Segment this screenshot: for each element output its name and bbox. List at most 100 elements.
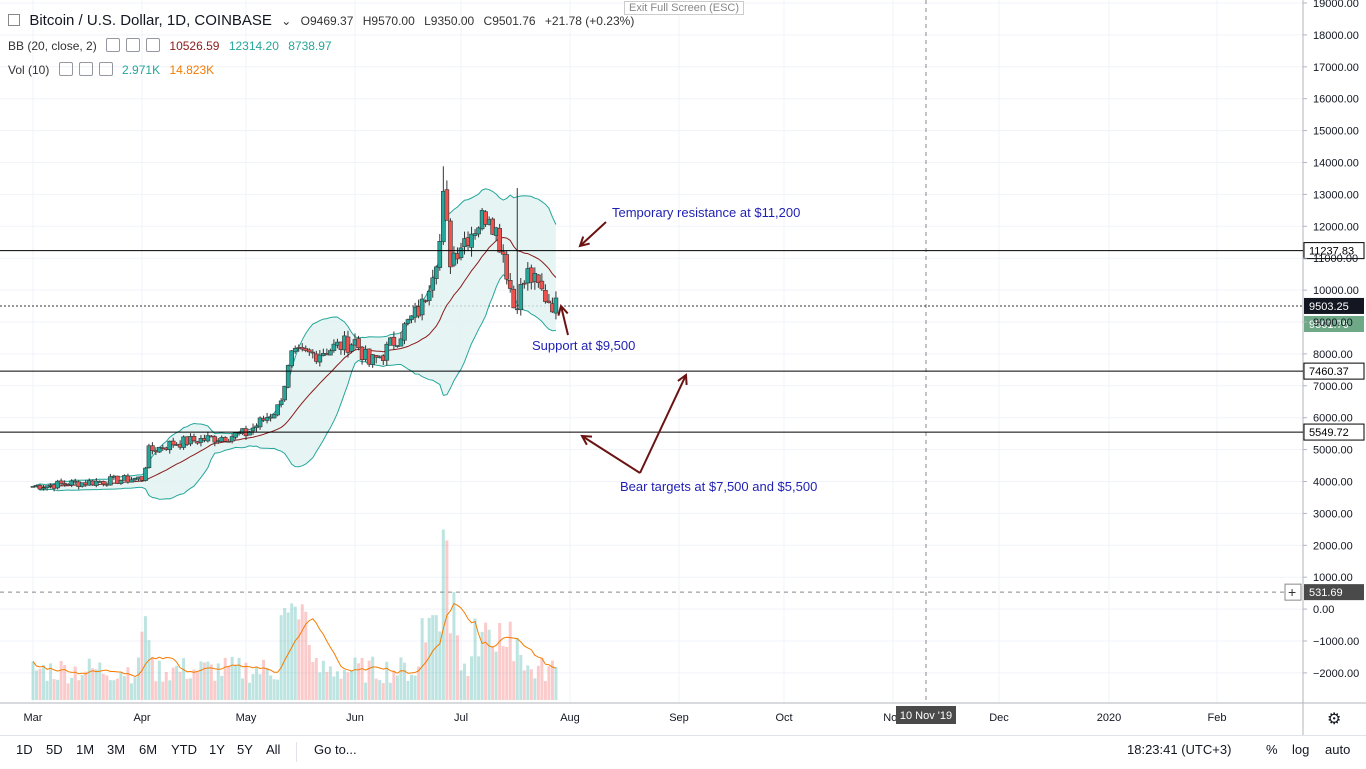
volume-bar (297, 619, 301, 700)
candle-body (405, 319, 411, 324)
candle (500, 244, 506, 263)
volume-bar (171, 667, 175, 700)
settings-icon[interactable] (78, 62, 93, 76)
annotation-support: Support at $9,500 (532, 338, 635, 353)
candle-body (433, 266, 439, 279)
range-1d[interactable]: 1D (16, 742, 33, 757)
candle-body (317, 354, 323, 363)
candle-body (511, 288, 517, 309)
exit-fullscreen-button[interactable]: Exit Full Screen (ESC) (624, 1, 745, 15)
volume-bar (192, 669, 196, 700)
price-badge-text: 531.69 (1309, 587, 1343, 599)
volume-bar (406, 680, 410, 700)
candle (426, 285, 432, 306)
ohlc-close: C9501.76 (483, 14, 536, 28)
candle-body (285, 365, 291, 388)
range-1y[interactable]: 1Y (209, 742, 225, 757)
candle-body (150, 445, 155, 451)
volume-bar (378, 680, 382, 700)
volume-bar (129, 683, 133, 700)
close-icon[interactable] (146, 38, 161, 52)
hline-label-box (1303, 362, 1365, 380)
price-chart[interactable]: 11237.83 7460.37 5549.72 9503.25 9501.76 531.… (0, 0, 1366, 735)
y-tick-label: −2000.00 (1313, 668, 1359, 680)
volume-bar (220, 675, 224, 700)
time-axis: Mar Apr May Jun Jul Aug Sep Oct Nov Dec 2020 Feb10 … (24, 706, 1341, 728)
volume-bar (49, 663, 53, 700)
candle (170, 437, 176, 448)
y-tick-label: 11000.00 (1313, 253, 1358, 265)
candle (250, 423, 256, 435)
range-6m[interactable]: 6M (139, 742, 158, 757)
volume-bar (87, 658, 91, 700)
volume-bar (480, 631, 484, 700)
volume-bar (512, 661, 516, 700)
log-toggle[interactable]: log (1292, 742, 1310, 757)
candle-body (115, 475, 120, 484)
candle (497, 223, 502, 253)
candle-body (448, 220, 453, 268)
arrow-support (557, 303, 569, 336)
hline-price-label: 5549.72 (1303, 423, 1365, 441)
volume-bar (175, 665, 179, 700)
eye-icon[interactable] (106, 38, 121, 52)
candle (476, 226, 481, 238)
volume-bar (178, 671, 182, 700)
y-tick-label: 8000.00 (1313, 349, 1353, 361)
price-badge-text: 9503.25 (1309, 301, 1349, 313)
volume-ma-line (32, 602, 557, 678)
close-icon[interactable] (98, 62, 113, 76)
y-tick-label: 5000.00 (1313, 445, 1353, 457)
chevron-down-icon[interactable]: ⌄ (281, 14, 292, 28)
candle (409, 315, 414, 324)
candle-body (543, 289, 548, 302)
range-1m[interactable]: 1M (76, 742, 95, 757)
y-tick-label: 16000.00 (1313, 94, 1359, 106)
candle (115, 475, 120, 485)
candle (150, 442, 155, 455)
volume-bar (473, 618, 477, 700)
auto-toggle[interactable]: auto (1325, 742, 1351, 757)
candle (331, 339, 337, 353)
collapse-icon[interactable] (8, 14, 20, 26)
vol-legend: Vol (10) 2.971K 14.823K (8, 62, 220, 77)
range-ytd[interactable]: YTD (171, 742, 197, 757)
candle (303, 345, 309, 353)
percent-toggle[interactable]: % (1266, 742, 1278, 757)
range-all[interactable]: All (266, 742, 281, 757)
volume-bar (459, 670, 463, 700)
volume-bar (371, 656, 375, 700)
candle-body (306, 349, 312, 353)
arrow-head (580, 434, 593, 446)
volume-bar (321, 660, 325, 700)
price-badge: 9501.76 (1304, 315, 1364, 332)
arrow-shaft (560, 305, 569, 336)
goto-button[interactable]: Go to... (314, 742, 357, 757)
candle-body (129, 479, 134, 483)
vol-label[interactable]: Vol (10) (8, 63, 50, 77)
candle-body (437, 240, 443, 268)
range-5y[interactable]: 5Y (237, 742, 253, 757)
candle-body (289, 350, 295, 367)
gear-icon[interactable]: ⚙ (1327, 711, 1341, 728)
range-5d[interactable]: 5D (46, 742, 63, 757)
eye-icon[interactable] (58, 62, 73, 76)
bb-legend: BB (20, close, 2) 10526.59 12314.20 8738… (8, 38, 338, 53)
volume-bar (463, 663, 467, 700)
candle-body (157, 446, 162, 453)
price-badge-box (1304, 315, 1364, 332)
volume-bar (182, 658, 186, 700)
price-axis: 19000.00 18000.00 17000.00 16000.00 15000.00… (1303, 0, 1359, 680)
range-3m[interactable]: 3M (107, 742, 126, 757)
candle (257, 416, 263, 430)
settings-icon[interactable] (126, 38, 141, 52)
clock: 18:23:41 (UTC+3) (1127, 742, 1232, 757)
volume-bar (332, 676, 336, 700)
volume-bars (31, 529, 558, 700)
bb-label[interactable]: BB (20, close, 2) (8, 39, 97, 53)
volume-bar (357, 663, 361, 700)
candle (483, 210, 488, 228)
symbol-title[interactable]: Bitcoin / U.S. Dollar, 1D, COINBASE (29, 12, 272, 29)
volume-bar (38, 668, 42, 700)
volume-bar (279, 615, 283, 700)
